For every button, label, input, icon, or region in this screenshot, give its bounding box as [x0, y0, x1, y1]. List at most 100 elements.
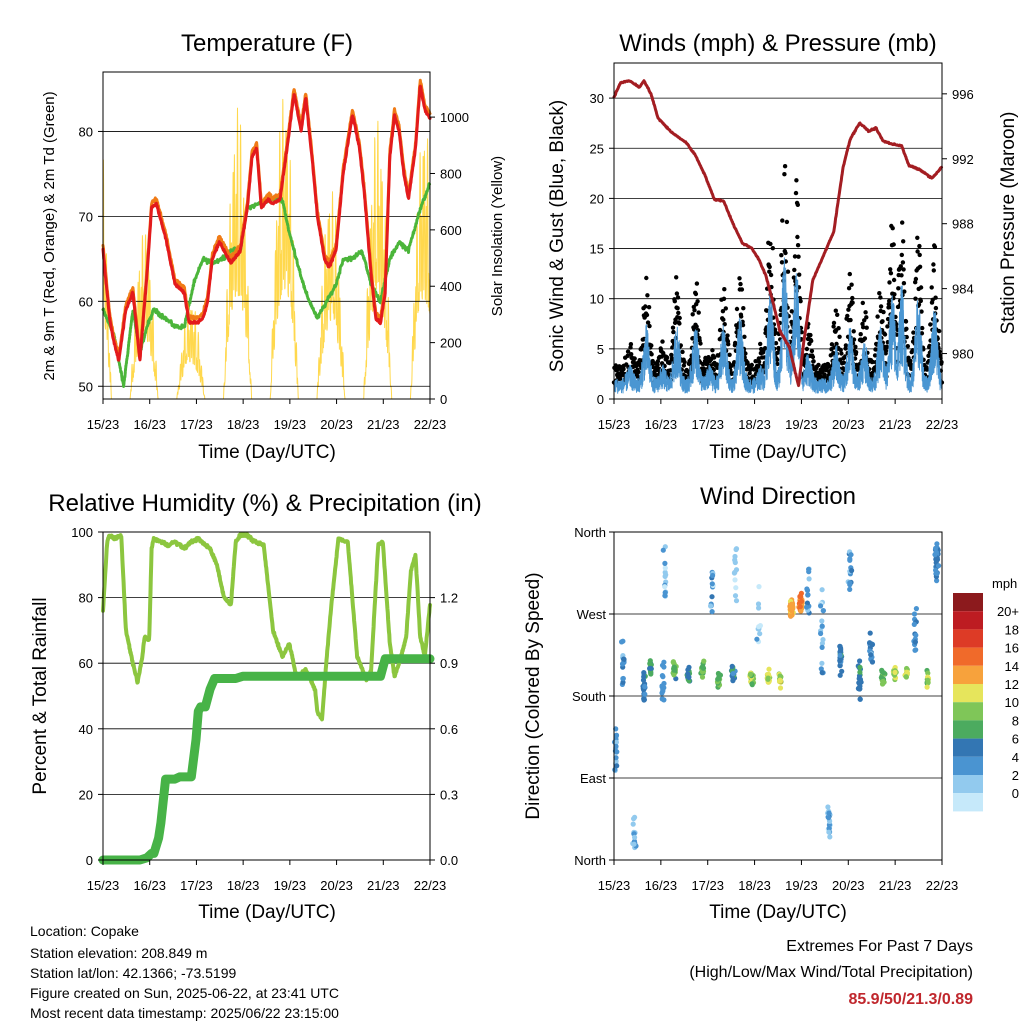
gust-point: [839, 351, 844, 356]
direction-point: [613, 755, 619, 761]
direction-point: [613, 739, 620, 745]
direction-point: [934, 570, 940, 577]
gust-point: [739, 287, 745, 292]
gust-point: [882, 332, 888, 337]
temperature-xtick-label: 19/23: [274, 417, 307, 432]
direction-point: [613, 743, 619, 750]
direction-point: [903, 674, 909, 680]
gust-point: [892, 292, 897, 297]
gust-point: [738, 281, 743, 287]
gust-point: [816, 362, 821, 368]
colorbar-swatch: [953, 611, 983, 630]
gust-point: [933, 295, 938, 300]
direction-point: [788, 613, 794, 619]
direction-point: [826, 825, 832, 832]
direction-point: [933, 549, 940, 556]
gust-point: [933, 305, 939, 311]
colorbar-swatch: [953, 647, 983, 666]
colorbar-label: 18: [1005, 622, 1019, 637]
direction-point: [730, 676, 736, 682]
gust-point: [913, 296, 918, 301]
direction-point: [911, 621, 917, 628]
direction-point: [749, 681, 755, 687]
pressure-ytick-label: 996: [952, 87, 974, 102]
direction-point: [826, 815, 832, 821]
direction-point: [826, 829, 832, 835]
gust-point: [721, 317, 726, 322]
gust-point: [858, 332, 863, 337]
gust-point: [644, 275, 649, 281]
colorbar-swatch: [953, 702, 983, 721]
gust-point: [831, 324, 836, 329]
temperature-xtick-label: 20/23: [320, 417, 353, 432]
colorbar-label: 6: [1012, 732, 1019, 747]
direction-point: [757, 631, 763, 637]
gust-point: [902, 289, 907, 294]
gust-point: [887, 280, 892, 285]
winds-pressure-panel: Winds (mph) & Pressure (mb) 0 5 10 15 20 25 30…: [547, 30, 1019, 463]
direction-ylabel: Direction (Colored By Speed): [523, 572, 544, 819]
direction-point: [857, 696, 863, 702]
gust-point: [900, 260, 906, 265]
info-created: Figure created on Sun, 2025-06-22, at 23…: [30, 985, 339, 1001]
gust-point: [811, 359, 816, 364]
gust-point: [901, 239, 906, 244]
direction-point: [878, 675, 885, 681]
gust-point: [864, 325, 869, 330]
humidity-title: Relative Humidity (%) & Precipitation (i…: [48, 490, 481, 517]
gust-point: [694, 281, 700, 286]
gust-point: [743, 351, 748, 356]
colorbar-swatch: [953, 665, 983, 684]
gust-point: [809, 348, 815, 354]
direction-point: [912, 639, 919, 645]
humidity-plot-frame: [102, 531, 431, 861]
direction-xtick-label: 15/23: [598, 878, 631, 893]
direction-point: [731, 570, 738, 576]
direction-point: [641, 697, 647, 703]
direction-point: [732, 577, 738, 583]
gust-point: [681, 363, 687, 368]
direction-point: [755, 601, 762, 607]
gust-point: [835, 312, 840, 317]
colorbar-label: 20+: [997, 604, 1019, 619]
temperature-title: Temperature (F): [181, 30, 353, 57]
gust-point: [850, 295, 855, 301]
direction-point: [670, 659, 676, 665]
direction-point: [709, 609, 715, 615]
gust-point: [885, 324, 890, 329]
wind-direction-panel: Wind Direction North East South West North 15…: [523, 483, 1019, 923]
direction-point: [660, 687, 666, 693]
gust-point: [712, 355, 717, 360]
direction-point: [798, 598, 805, 605]
gust-point: [793, 190, 799, 196]
direction-xtick-label: 16/23: [645, 878, 678, 893]
direction-xtick-label: 17/23: [691, 878, 724, 893]
direction-point: [868, 652, 874, 658]
direction-point: [642, 683, 648, 690]
gust-point: [776, 345, 781, 351]
direction-point: [671, 672, 677, 678]
gust-point: [763, 330, 768, 336]
gust-point: [767, 269, 772, 274]
direction-ticks: North East South West North 15/23 16/23 17/23 18…: [572, 525, 958, 893]
gust-point: [690, 312, 695, 317]
gust-point: [737, 276, 742, 281]
gust-point: [913, 276, 919, 282]
direction-point: [867, 630, 873, 636]
gust-point: [795, 243, 801, 248]
temperature-xtick-label: 18/23: [227, 417, 260, 432]
direction-point: [708, 603, 714, 609]
direction-point: [673, 676, 679, 682]
temperature-plot-frame: [102, 71, 431, 400]
direction-point: [869, 659, 876, 665]
direction-point: [857, 658, 863, 664]
gust-point: [901, 281, 907, 286]
direction-point: [925, 677, 931, 683]
temperature-ytick-label: 80: [79, 124, 93, 139]
precip-ytick-label: 0.6: [440, 722, 458, 737]
gust-point: [822, 372, 827, 377]
colorbar-swatch: [953, 684, 983, 703]
gust-point: [917, 243, 922, 249]
precip-ytick-label: 1.2: [440, 591, 458, 606]
